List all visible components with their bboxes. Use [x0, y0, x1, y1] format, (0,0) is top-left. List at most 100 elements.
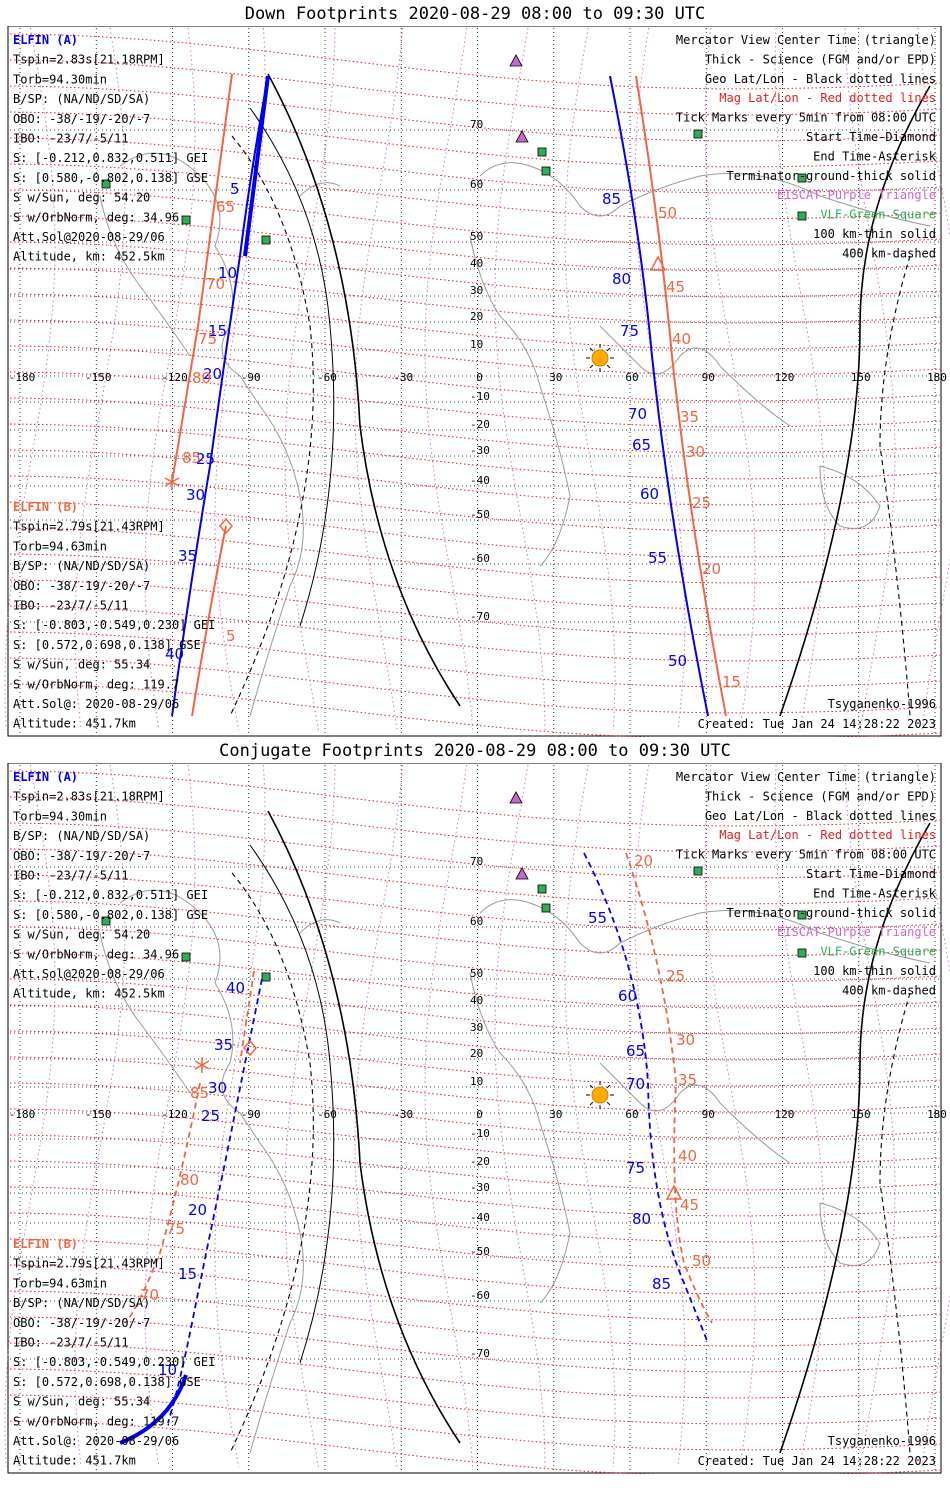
axis-labels: -180 -150 -120 -90 -60 -30 0 30 60 90 120 150 180 10 2… [9, 855, 947, 1360]
elfin-b-info-line: OBO: -38/-19/-20/-7 [13, 1316, 150, 1330]
stations-layer [101, 54, 807, 245]
terminator-layer [229, 73, 931, 717]
elfin-a-time-label: 85 [652, 1275, 671, 1293]
elfin-a-info-line: Att.Sol@2020-08-29/06 [13, 230, 165, 244]
vlf-square [261, 972, 271, 982]
eiscat-triangle [515, 867, 529, 880]
legend-entry: End Time-Asterisk [813, 149, 937, 163]
legend-entry: Mercator View Center Time (triangle) [676, 770, 936, 784]
legend-entry: VLF-Green Square [820, 945, 936, 959]
coastline [479, 899, 931, 964]
legend: Mercator View Center Time (triangle) Thic… [676, 33, 937, 260]
legend-entry: Terminator-ground-thick solid [726, 169, 936, 183]
elfin-b-time-label: 70 [206, 275, 225, 293]
elfin-a-time-label: 10 [218, 264, 237, 282]
elfin-b-info-line: Altitude: 451.7km [13, 1454, 136, 1468]
lon-tick-label: -60 [317, 1108, 337, 1121]
mag-meridian-line [74, 27, 126, 731]
elfin-a-science-segment [119, 1374, 188, 1445]
vlf-square [181, 952, 191, 962]
elfin-b-time-label: 40 [672, 330, 691, 348]
conjugate-footprints-map: -180 -150 -120 -90 -60 -30 0 30 60 90 120 150 180 10 2… [4, 763, 950, 1474]
sun-ray [589, 1084, 594, 1089]
elfin-a-time-label: 20 [203, 365, 222, 383]
lon-tick-label: -150 [85, 1108, 112, 1121]
mag-meridian-line [284, 27, 336, 731]
elfin-a-time-label: 30 [208, 1079, 227, 1097]
lon-tick-label: 150 [851, 371, 871, 384]
elfin-a-heading: ELFIN (A) [13, 33, 78, 47]
lat-tick-label: 60 [470, 178, 483, 191]
model-label: Tsyganenko-1996 [828, 697, 936, 711]
elfin-a-info-line: Tspin=2.83s[21.18RPM] [13, 53, 165, 67]
terminator-ground [267, 73, 461, 707]
coastline [469, 972, 571, 1304]
mag-meridian-line [774, 764, 826, 1468]
elfin-a-info: ELFIN (A) Tspin=2.83s[21.18RPM] Torb=94.30… [13, 770, 208, 1001]
lon-tick-label: 60 [625, 371, 638, 384]
eiscat-triangle [509, 791, 523, 804]
mag-meridian-line [704, 27, 756, 731]
legend-entry: VLF-Green Square [820, 208, 936, 222]
lon-tick-label: 180 [927, 1108, 947, 1121]
mag-meridian-line [144, 27, 196, 731]
coastline [479, 162, 931, 227]
elfin-a-time-label: 75 [626, 1159, 645, 1177]
end-time-asterisk [164, 474, 180, 490]
elfin-b-time-label: 30 [676, 1031, 695, 1049]
elfin-b-time-label: 85 [182, 449, 201, 467]
lat-tick-label: -70 [470, 1347, 490, 1360]
vlf-square [797, 211, 807, 221]
legend-entry: 400 km-dashed [842, 246, 936, 260]
lat-tick-label: -20 [470, 1155, 490, 1168]
elfin-b-info-line: Tspin=2.79s[21.43RPM] [13, 520, 165, 534]
lon-tick-label: 30 [549, 1108, 562, 1121]
elfin-a-info-line: Tspin=2.83s[21.18RPM] [13, 790, 165, 804]
coastline [469, 235, 571, 567]
elfin-a-science-segment [243, 75, 270, 257]
elfin-a-time-label: 60 [640, 485, 659, 503]
elfin-a-info-line: S: [0.580,-0.802,0.138] GSE [13, 171, 208, 185]
coastline [119, 889, 304, 1454]
eiscat-triangle [515, 130, 529, 143]
elfin-b-info-line: S w/Sun, deg: 55.34 [13, 658, 150, 672]
elfin-b-info-line: S: [-0.803,-0.549,0.230] GEI [13, 618, 215, 632]
lon-tick-label: 60 [625, 1108, 638, 1121]
elfin-a-time-label: 50 [668, 652, 687, 670]
legend-entry: Geo Lat/Lon - Black dotted lines [705, 809, 936, 823]
coastline [99, 932, 191, 1094]
elfin-a-time-label: 25 [201, 1107, 220, 1125]
terminator-100km [249, 844, 335, 1364]
lat-tick-label: 70 [470, 118, 483, 131]
mag-meridian-line [774, 27, 826, 731]
mag-meridian-line [4, 764, 56, 1468]
axis-labels: -180 -150 -120 -90 -60 -30 0 30 60 90 120 150 180 10 2… [9, 118, 947, 623]
elfin-b-time-label: 65 [216, 198, 235, 216]
mag-meridian-line [917, 764, 950, 1468]
lat-tick-label: 10 [470, 1075, 483, 1088]
coastline [819, 465, 881, 529]
elfin-a-info: ELFIN (A) Tspin=2.83s[21.18RPM] Torb=94.30… [13, 33, 208, 264]
mag-meridian-line [844, 27, 896, 731]
elfin-a-time-label: 20 [188, 1201, 207, 1219]
legend-entry: Mag Lat/Lon - Red dotted lines [719, 828, 936, 842]
elfin-a-info-line: S: [0.580,-0.802,0.138] GSE [13, 908, 208, 922]
elfin-a-time-label: 70 [626, 1075, 645, 1093]
elfin-b-time-label: 85 [190, 1084, 209, 1102]
elfin-a-time-label: 35 [178, 547, 197, 565]
legend-entry: Mag Lat/Lon - Red dotted lines [719, 91, 936, 105]
lon-tick-label: 90 [702, 1108, 715, 1121]
mag-meridian-line [494, 764, 546, 1468]
sun-ray [589, 1101, 594, 1106]
vlf-square [797, 173, 807, 183]
coastline [299, 182, 341, 197]
elfin-a-time-label: 25 [196, 450, 215, 468]
mag-meridian-line [74, 764, 126, 1468]
terminator-ground [267, 810, 461, 1444]
elfin-a-time-label: 30 [186, 486, 205, 504]
eiscat-triangle [509, 54, 523, 67]
elfin-a-info-line: OBO: -38/-19/-20/-7 [13, 849, 150, 863]
coastline [599, 325, 791, 427]
mag-meridian-line [284, 764, 336, 1468]
lon-tick-label: 150 [851, 1108, 871, 1121]
